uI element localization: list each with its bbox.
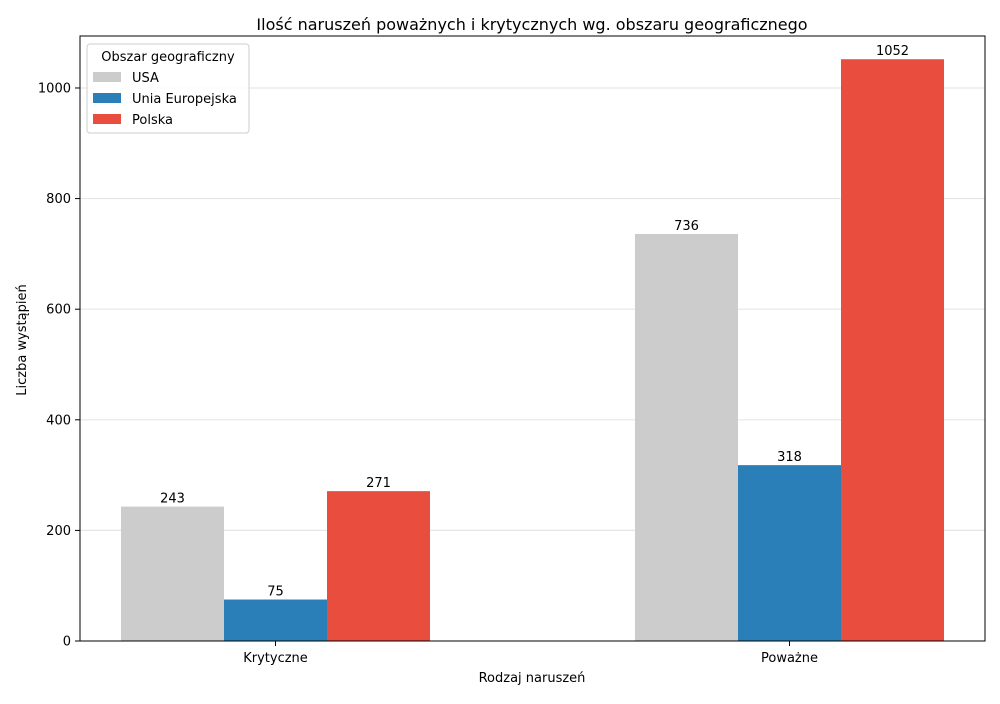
data-label: 271: [366, 476, 391, 491]
bar: [635, 233, 738, 641]
legend-entry: Polska: [132, 113, 173, 128]
legend-entry: Unia Europejska: [132, 92, 237, 107]
data-label: 75: [267, 585, 284, 600]
x-axis-label: Rodzaj naruszeń: [479, 671, 586, 686]
legend: Obszar geograficzny USA Unia Europejska Pol…: [86, 43, 250, 134]
legend-entry: USA: [132, 71, 159, 86]
bars: [121, 59, 944, 642]
bar: [738, 465, 841, 641]
legend-swatch: [93, 93, 121, 103]
y-axis-label: Liczba wystąpień: [15, 284, 30, 395]
legend-box: [86, 43, 250, 134]
chart-title: Ilość naruszeń poważnych i krytycznych w…: [256, 15, 807, 34]
legend-title: Obszar geograficzny: [101, 50, 235, 65]
data-label: 243: [160, 492, 185, 507]
bar: [224, 599, 327, 641]
y-tick-label: 1000: [38, 81, 71, 96]
axes: 0 200 400 600 800 1000 Krytyczne Poważne: [38, 35, 986, 666]
x-tick-label: Poważne: [761, 651, 818, 666]
x-tick-label: Krytyczne: [243, 651, 308, 666]
data-label: 736: [674, 219, 699, 234]
legend-swatch: [93, 72, 121, 82]
y-tick-label: 0: [63, 635, 71, 650]
bar: [327, 491, 430, 641]
y-tick-label: 400: [46, 413, 71, 428]
data-label: 1052: [876, 44, 909, 59]
data-label: 318: [777, 450, 802, 465]
legend-swatch: [93, 114, 121, 124]
y-tick-label: 600: [46, 303, 71, 318]
bar: [841, 59, 944, 642]
y-tick-label: 200: [46, 524, 71, 539]
bar-labels: 243 75 271 736 318 1052: [160, 44, 909, 599]
bar: [121, 506, 224, 641]
plot-frame: [79, 35, 986, 642]
y-tick-label: 800: [46, 192, 71, 207]
